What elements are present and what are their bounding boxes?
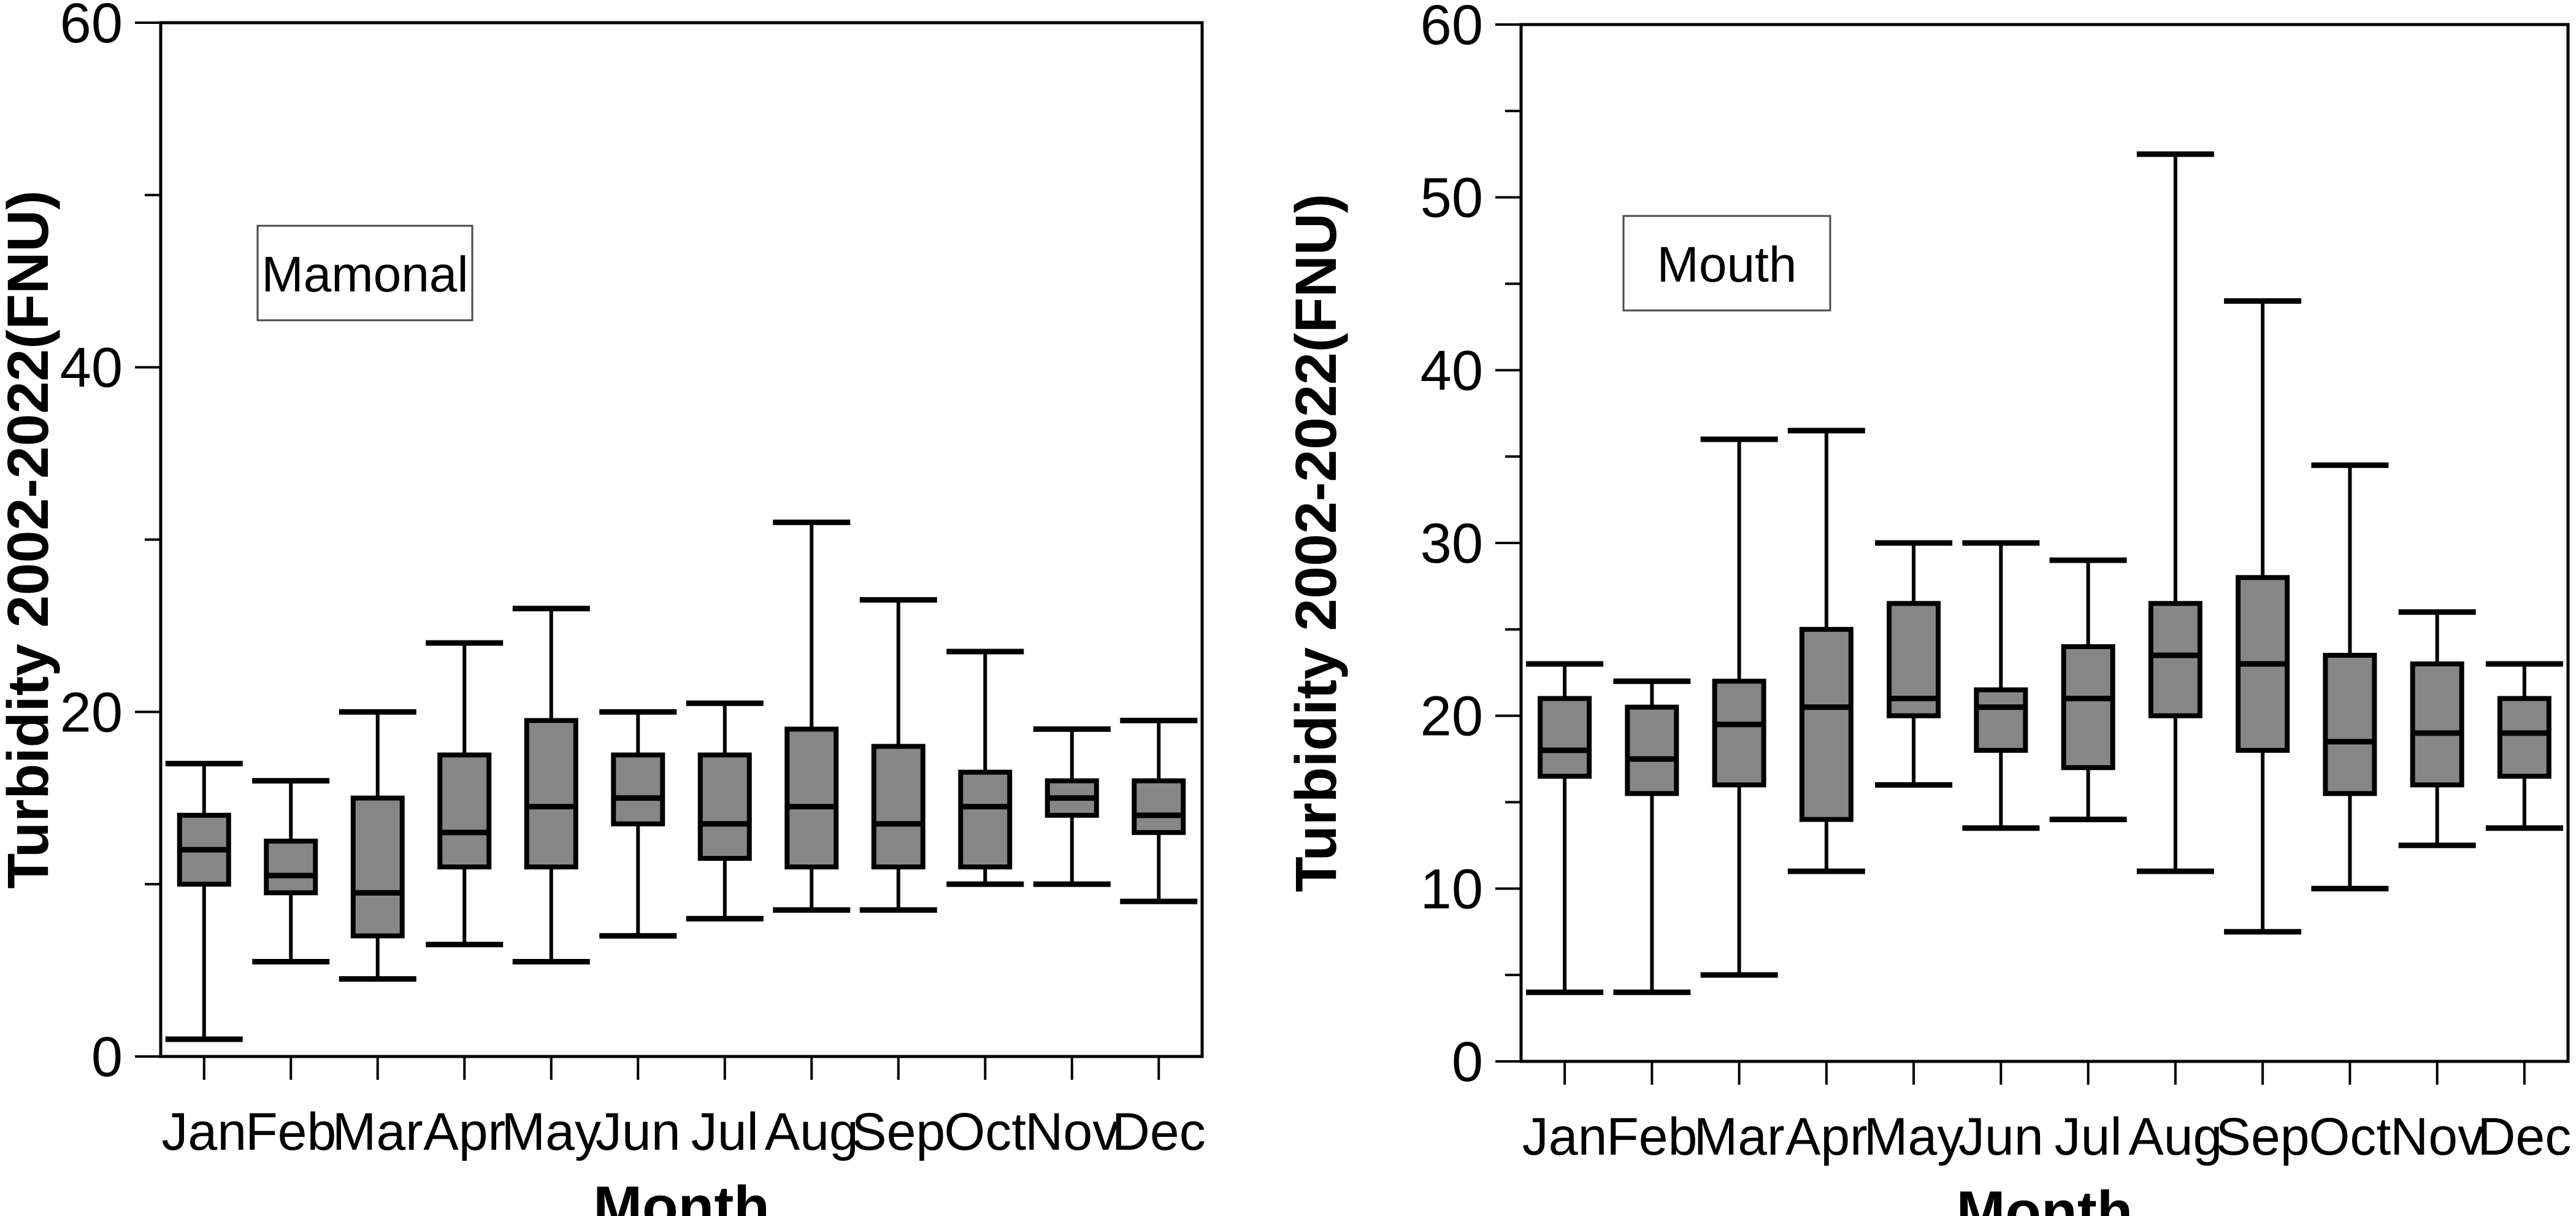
month-label: Feb [1606,1107,1697,1166]
box-group-mouth-may [1875,540,1953,788]
site-label-box [1622,215,1831,312]
boxplot-chart-mamonal: 0 20 40 60 Turbidity 2002-2022(FNU) JanFebMar… [0,0,1206,1216]
y-tick-label: 60 [1420,0,1483,56]
chart-panel-mouth: 0 10 20 30 40 50 60 Turbidity 2002-2022(FNU) Jan… [1288,0,2576,1216]
month-label: Oct [2309,1107,2391,1166]
iqr-box [1538,696,1592,779]
plot-frame [159,21,1204,1058]
y-tick-label: 20 [1420,685,1483,748]
month-label: Jan [161,1102,247,1161]
site-label: Mouth [1657,237,1797,293]
month-label: Oct [944,1102,1026,1161]
plot-frame [1519,23,2570,1063]
box-group-mouth-jan [1526,661,1604,995]
iqr-box [1974,687,2028,753]
box-group-mamonal-apr [426,640,504,947]
box-group-mamonal-may [512,606,590,965]
y-tick-label: 40 [1420,339,1483,402]
month-label: Jun [596,1102,681,1161]
box-group-mouth-nov [2398,609,2476,849]
month-label: Sep [2216,1107,2310,1166]
month-label: Aug [2128,1107,2222,1166]
box-group-mouth-dec [2485,661,2563,831]
iqr-box [697,752,752,861]
month-label: May [1864,1107,1963,1166]
y-tick-label: 0 [91,1026,123,1088]
y-tick-label: 50 [1420,167,1483,229]
month-label: Dec [1112,1102,1206,1161]
iqr-box [1625,704,1679,796]
iqr-box [958,769,1013,870]
box-group-mouth-aug [2136,151,2214,874]
box-group-mamonal-dec [1120,717,1198,904]
box-group-mouth-mar [1700,436,1778,978]
month-label: Aug [765,1102,859,1161]
box-group-mamonal-mar [339,709,416,982]
box-group-mamonal-sep [859,597,937,913]
x-axis-title: Month [593,1174,770,1216]
y-tick-label: 30 [1420,512,1483,575]
box-group-mamonal-jun [599,709,677,939]
site-label: Mamonal [261,247,468,302]
y-tick-label: 20 [60,681,123,744]
iqr-box [2410,661,2464,788]
month-label: Nov [2390,1107,2484,1166]
y-axis-title: Turbidity 2002-2022(FNU) [0,190,61,889]
x-axis-title: Month [1957,1179,2133,1216]
box-group-mamonal-jul [686,700,764,922]
iqr-box [437,752,492,870]
box-group-mamonal-aug [773,519,851,913]
month-label: Jan [1522,1107,1608,1166]
month-label: Mar [1694,1107,1785,1166]
iqr-box [524,718,578,870]
iqr-box [1132,778,1186,835]
iqr-box [1799,626,1853,822]
iqr-box [264,838,318,896]
iqr-box [871,744,926,870]
month-label: Jul [691,1102,759,1161]
iqr-box [2148,601,2202,718]
box-group-mamonal-jan [165,761,243,1042]
iqr-box [350,795,405,939]
box-group-mouth-sep [2224,298,2302,935]
box-group-mouth-jul [2049,557,2127,823]
box-group-mouth-feb [1613,678,1691,995]
month-label: Apr [1785,1107,1868,1166]
site-label-box [256,225,473,321]
month-label: Nov [1025,1102,1119,1161]
y-tick-label: 0 [1452,1031,1483,1093]
month-label: May [502,1102,601,1161]
month-label: Sep [851,1102,945,1161]
box-group-mamonal-feb [252,778,330,965]
month-label: Feb [245,1102,336,1161]
box-group-mamonal-oct [946,648,1024,887]
month-label: Jun [1958,1107,2044,1166]
y-axis-title: Turbidity 2002-2022(FNU) [1288,194,1349,893]
box-group-mouth-jun [1962,540,2040,831]
month-label: Mar [332,1102,423,1161]
box-group-mamonal-nov [1033,726,1111,887]
iqr-box [1712,679,1766,788]
month-label: Dec [2477,1107,2571,1166]
iqr-box [2061,644,2115,771]
boxplot-chart-mouth: 0 10 20 30 40 50 60 Turbidity 2002-2022(FNU) Jan… [1288,0,2571,1216]
iqr-box [611,752,665,826]
iqr-box [2497,696,2551,779]
chart-panel-mamonal: 0 20 40 60 Turbidity 2002-2022(FNU) Jan Feb Mar… [0,0,1206,1216]
box-group-mouth-oct [2311,462,2389,891]
month-label: Jul [2055,1107,2122,1166]
month-label: Apr [423,1102,505,1161]
y-tick-label: 60 [60,0,123,55]
box-group-mouth-apr [1787,428,1865,874]
y-tick-label: 10 [1420,858,1483,920]
iqr-box [784,726,839,870]
y-tick-label: 40 [60,337,123,399]
iqr-box [2323,653,2377,796]
